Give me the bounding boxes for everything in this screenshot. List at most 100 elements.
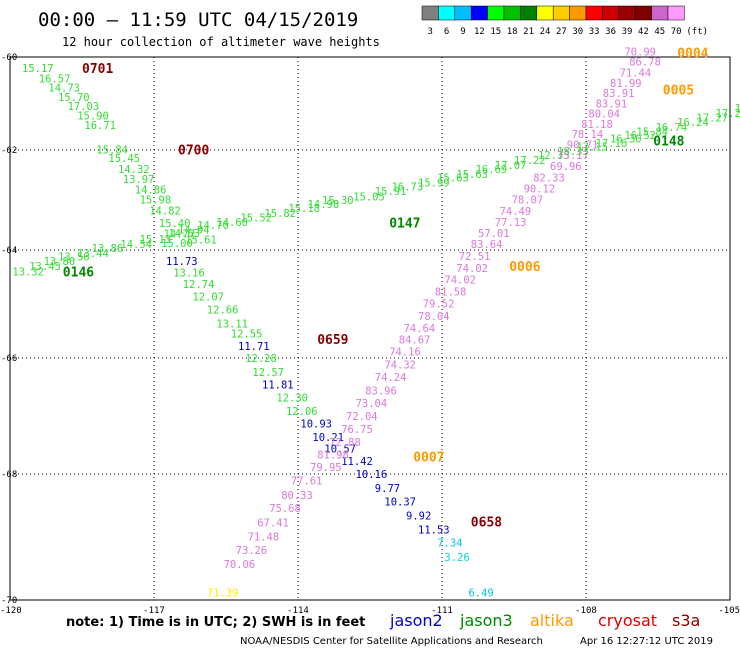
wave-height-value: 15.90 <box>77 111 109 123</box>
wave-height-value: 74.02 <box>444 275 476 287</box>
wave-height-value: 13.44 <box>77 248 109 260</box>
wave-height-value: 15.84 <box>636 126 668 138</box>
wave-height-value: 11.42 <box>341 456 373 468</box>
satellite-altika: altika <box>530 611 574 630</box>
wave-height-value: 74.49 <box>500 206 532 218</box>
y-tick-label: -66 <box>1 354 17 364</box>
wave-height-value: 17.15 <box>576 142 608 154</box>
legend-label: 12 <box>474 27 485 37</box>
pass-label: 0659 <box>317 333 348 348</box>
pass-label: 0005 <box>663 84 694 99</box>
wave-height-value: 17.27 <box>696 112 728 124</box>
wave-height-value: 12.28 <box>245 353 277 365</box>
wave-height-value: 14.70 <box>197 220 229 232</box>
wave-height-value: 83.64 <box>471 239 503 251</box>
x-tick-label: -120 <box>0 606 22 616</box>
wave-height-value: 16.71 <box>84 120 116 132</box>
legend-label: 39 <box>622 27 633 37</box>
chart-subtitle: 12 hour collection of altimeter wave hei… <box>62 35 380 49</box>
x-tick-label: -108 <box>575 606 597 616</box>
wave-height-value: 15.99 <box>418 178 450 190</box>
wave-height-value: 14.94 <box>178 225 210 237</box>
wave-height-value: 15.30 <box>322 195 354 207</box>
wave-height-value: 10.37 <box>384 497 416 509</box>
legend-swatch <box>520 5 538 21</box>
legend-unit: (ft) <box>686 27 708 37</box>
wave-height-value: 16.24 <box>677 117 709 129</box>
wave-height-value: 14.54 <box>120 239 152 251</box>
wave-height-value: 67.41 <box>257 518 289 530</box>
wave-height-value: 14.77 <box>164 229 196 241</box>
legend-label: 70 <box>671 27 682 37</box>
wave-height-value: 16.74 <box>656 122 688 134</box>
wave-height-value: 83.91 <box>603 88 635 100</box>
legend: 3 6 9 12 15 18 21 24 27 30 33 36 39 42 45 70 (ft) <box>421 5 708 37</box>
wave-height-value: 12.30 <box>276 392 308 404</box>
legend-swatch <box>470 5 488 21</box>
wave-height-value: 17.07 <box>495 160 527 172</box>
y-tick-label: -70 <box>1 596 17 606</box>
x-tick-label: -111 <box>431 606 453 616</box>
wave-height-value: 14.82 <box>149 206 181 218</box>
pass-label: 0701 <box>82 62 113 77</box>
wave-height-value: 14.73 <box>48 83 80 95</box>
satellite-s3a: s3a <box>672 611 700 630</box>
legend-swatch <box>651 5 669 21</box>
wave-height-value: 10.93 <box>300 419 332 431</box>
wave-height-value: 11.73 <box>166 256 198 268</box>
wave-height-value: 76.75 <box>341 424 373 436</box>
wave-height-value: 13.97 <box>123 174 155 186</box>
x-tick-label: -114 <box>287 606 309 616</box>
wave-height-value: 75.17 <box>557 150 589 162</box>
wave-height-value: 12.33 <box>538 150 570 162</box>
legend-swatch <box>487 5 505 21</box>
pass-label: 0147 <box>389 217 420 232</box>
wave-height-value: 78.14 <box>572 129 604 141</box>
chart-title: 00:00 – 11:59 UTC 04/15/2019 <box>38 9 358 31</box>
legend-swatch <box>536 5 554 21</box>
wave-height-value: 81.18 <box>581 119 613 131</box>
wave-height-value: 15.40 <box>159 218 191 230</box>
legend-label: 24 <box>540 27 551 37</box>
wave-height-value: 16.57 <box>39 73 71 85</box>
y-tick-label: -60 <box>1 53 17 63</box>
legend-label: 6 <box>444 27 449 37</box>
wave-height-value: 13.56 <box>58 251 90 263</box>
legend-swatch <box>602 5 620 21</box>
wave-height-value: 17.22 <box>514 155 546 167</box>
x-tick-label: -117 <box>143 606 165 616</box>
pass-label: 0006 <box>509 260 540 275</box>
legend-label: 45 <box>654 27 665 37</box>
wave-height-value: 13.45 <box>29 261 61 273</box>
satellite-legend: jason2 jason3 altika cryosat s3a <box>389 611 700 630</box>
wave-height-value: 9.92 <box>406 511 431 523</box>
wave-height-value: 13.11 <box>216 318 248 330</box>
wave-height-value: 74.24 <box>375 372 407 384</box>
wave-height-value: 17.23 <box>716 108 740 120</box>
satellite-jason3: jason3 <box>459 611 513 630</box>
wave-height-value: 83.96 <box>365 385 397 397</box>
wave-height-value: 10.57 <box>324 443 356 455</box>
wave-height-value: 12.07 <box>192 291 224 303</box>
wave-height-value: 12.55 <box>231 329 263 341</box>
legend-label: 33 <box>589 27 600 37</box>
wave-height-value: 15.63 <box>456 169 488 181</box>
wave-height-value: 80.33 <box>281 490 313 502</box>
wave-height-value: 12.57 <box>252 367 284 379</box>
wave-height-value: 3.26 <box>444 552 469 564</box>
wave-height-value: 71.48 <box>248 531 280 543</box>
x-tick-label: -105 <box>718 606 740 616</box>
wave-height-value: 12.74 <box>183 279 215 291</box>
y-tick-label: -62 <box>1 146 17 156</box>
wave-height-value: 18.33 <box>557 146 589 158</box>
wave-height-value: 15.17 <box>22 63 54 75</box>
wave-height-value: 77.13 <box>495 217 527 229</box>
footer-credit: NOAA/NESDIS Center for Satellite Applica… <box>240 636 543 647</box>
wave-height-value: 83.91 <box>596 99 628 111</box>
grid <box>10 57 730 600</box>
legend-swatch <box>585 5 603 21</box>
legend-swatch <box>438 5 456 21</box>
wave-height-value: 15.05 <box>353 192 385 204</box>
wave-height-value: 84.67 <box>399 335 431 347</box>
